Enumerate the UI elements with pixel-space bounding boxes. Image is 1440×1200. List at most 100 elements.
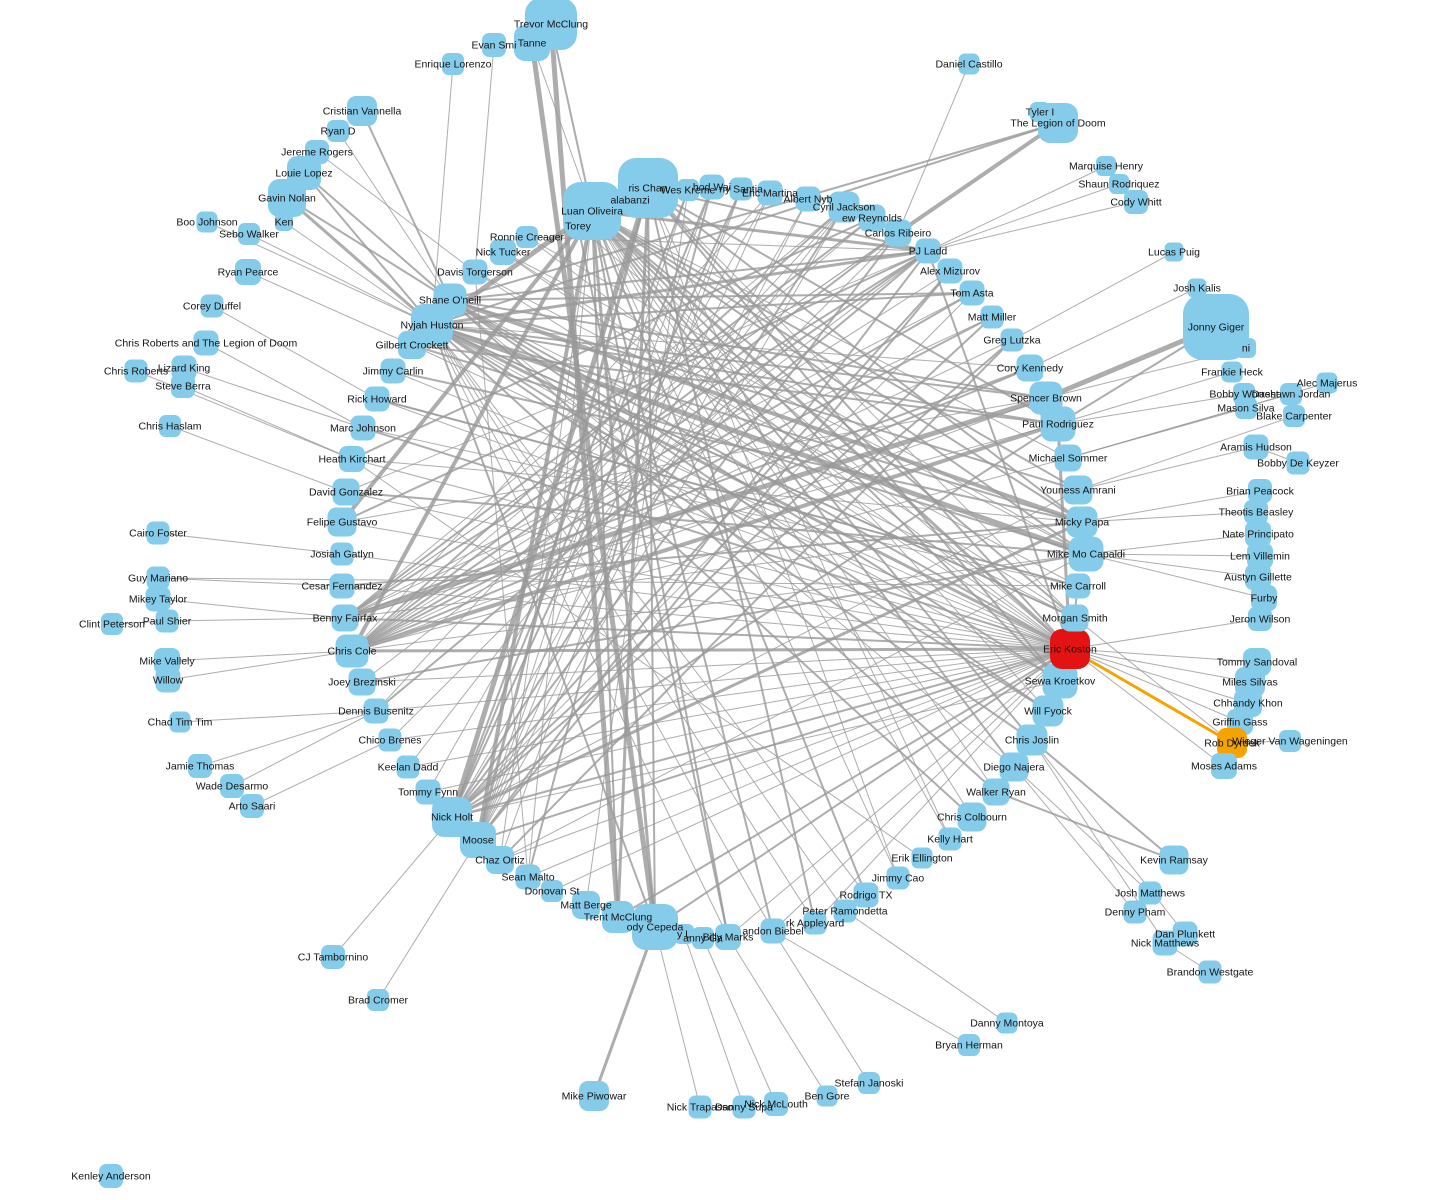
node-trent-mcclung[interactable] <box>602 901 634 933</box>
node-albert-nyb[interactable] <box>795 186 821 212</box>
node-gavin-nolan[interactable] <box>268 179 306 217</box>
node-dan-plunkett[interactable] <box>1172 921 1198 947</box>
node-anny-ga[interactable] <box>692 927 714 949</box>
node-mike-carroll[interactable] <box>1065 573 1091 599</box>
node-cyril-jackson[interactable] <box>828 191 860 223</box>
node-enrique-lorenzo[interactable] <box>442 53 464 75</box>
node-chad-tim-tim[interactable] <box>169 711 191 733</box>
node-rk-appleyard[interactable] <box>803 911 827 935</box>
node-eric-martina[interactable] <box>757 180 783 206</box>
node-nick-matthews[interactable] <box>1152 930 1178 956</box>
node-alec-majerus[interactable] <box>1316 372 1338 394</box>
node-joey-brezinski[interactable] <box>348 668 376 696</box>
node-jimmy-carlin[interactable] <box>380 358 406 384</box>
node-mike-piwowar[interactable] <box>579 1081 609 1111</box>
node-chris-colbourn[interactable] <box>957 802 987 832</box>
node-paul-rodriguez[interactable] <box>1040 406 1076 442</box>
node-cairo-foster[interactable] <box>146 521 170 545</box>
node-mikey-taylor[interactable] <box>145 586 171 612</box>
node-kenley-anderson[interactable] <box>99 1164 123 1188</box>
node-willow[interactable] <box>155 667 181 693</box>
node-walker-ryan[interactable] <box>982 778 1010 806</box>
node-rick-howard[interactable] <box>364 386 390 412</box>
node-ronnie-creager[interactable] <box>516 226 538 248</box>
node-michael-sommer[interactable] <box>1054 444 1082 472</box>
node-stefan-janoski[interactable] <box>858 1072 880 1094</box>
node-steve-berra[interactable] <box>171 374 195 398</box>
node-lucas-puig[interactable] <box>1164 242 1184 262</box>
node-ody-cepeda[interactable] <box>632 904 678 950</box>
node-moose[interactable] <box>460 822 496 858</box>
node-guy-mariano[interactable] <box>146 566 170 590</box>
node-chris-haslam[interactable] <box>159 415 181 437</box>
node-mike-vallely[interactable] <box>154 648 180 674</box>
node-brad-cromer[interactable] <box>367 989 389 1011</box>
node-keelan-dadd[interactable] <box>396 755 420 779</box>
node-luan-oliveira[interactable] <box>563 182 621 240</box>
node-davis-torgerson[interactable] <box>462 259 488 285</box>
node-daniel-castillo[interactable] <box>958 53 980 75</box>
node-wade-desarmo[interactable] <box>220 774 244 798</box>
node-billy-marks[interactable] <box>715 924 741 950</box>
node-greg-lutzka[interactable] <box>1000 328 1024 352</box>
node-alex-mizurov[interactable] <box>937 258 963 284</box>
node-ny-santia[interactable] <box>729 177 753 201</box>
node-ryan-d[interactable] <box>327 120 349 142</box>
node-cristian-vannella[interactable] <box>347 96 377 126</box>
node-morgan-smith[interactable] <box>1061 604 1089 632</box>
node-jamie-thomas[interactable] <box>188 754 212 778</box>
node-the-legion-of-doom[interactable] <box>1038 103 1078 143</box>
node-sewa-kroetkov[interactable] <box>1042 663 1078 699</box>
node-y-l[interactable] <box>674 924 694 944</box>
node-ris-chan[interactable] <box>618 158 678 218</box>
node-marquise-henry[interactable] <box>1096 156 1116 176</box>
node-bryan-herman[interactable] <box>958 1034 980 1056</box>
node-kelly-hart[interactable] <box>938 827 962 851</box>
node-erik-ellington[interactable] <box>911 847 933 869</box>
node-heath-kirchart[interactable] <box>339 446 365 472</box>
node-ken[interactable] <box>275 213 293 231</box>
node-cody-whitt[interactable] <box>1124 190 1148 214</box>
node-cory-kennedy[interactable] <box>1016 354 1044 382</box>
node-spencer-brown[interactable] <box>1029 381 1063 415</box>
node-cesar-fernandez[interactable] <box>329 573 355 599</box>
node-frankie-heck[interactable] <box>1221 361 1243 383</box>
node-chris-roberts[interactable] <box>124 359 148 383</box>
node-marc-johnson[interactable] <box>350 415 376 441</box>
node-wieger-van-wageningen[interactable] <box>1279 730 1301 752</box>
node-chico-brenes[interactable] <box>378 728 402 752</box>
node-carlos-ribeiro[interactable] <box>884 219 912 247</box>
node-matt-berge[interactable] <box>572 891 600 919</box>
node-arto-saari[interactable] <box>240 794 264 818</box>
node-danny-montoya[interactable] <box>996 1012 1018 1034</box>
node-lem-villemin[interactable] <box>1247 543 1273 569</box>
node-matt-miller[interactable] <box>980 305 1004 329</box>
node-trevor-mcclung[interactable] <box>525 0 577 50</box>
node-shaun-rodriquez[interactable] <box>1109 174 1129 194</box>
node-tom-asta[interactable] <box>959 280 985 306</box>
node-theotis-beasley[interactable] <box>1244 500 1268 524</box>
node-chris-roberts-and-the-legion-of-doom[interactable] <box>193 330 219 356</box>
node-ryan-pearce[interactable] <box>235 259 261 285</box>
node-david-gonzalez[interactable] <box>332 478 360 506</box>
node-chris-joslin[interactable] <box>1016 724 1048 756</box>
node-moses-adams[interactable] <box>1211 753 1237 779</box>
node-mason-silva[interactable] <box>1235 397 1257 419</box>
node-evan-smi[interactable] <box>482 33 506 57</box>
node-mike-mo-capaldi[interactable] <box>1068 536 1104 572</box>
node-clint-peterson[interactable] <box>101 613 123 635</box>
node-andon-biebel[interactable] <box>760 918 786 944</box>
node-eric-koston[interactable] <box>1050 629 1090 669</box>
node-blake-carpenter[interactable] <box>1283 405 1305 427</box>
node-nick-tucker[interactable] <box>490 239 516 265</box>
node-brian-peacock[interactable] <box>1248 479 1272 503</box>
node-pj-ladd[interactable] <box>915 238 941 264</box>
node-cj-tambornino[interactable] <box>321 945 345 969</box>
node-nate-principato[interactable] <box>1245 521 1271 547</box>
node-donovan-st[interactable] <box>541 880 563 902</box>
node-hod-wai[interactable] <box>699 174 725 200</box>
node-peter-ramondetta[interactable] <box>833 899 857 923</box>
node-tommy-fynn[interactable] <box>415 779 441 805</box>
node-kevin-ramsay[interactable] <box>1159 845 1189 875</box>
node-ew-reynolds[interactable] <box>858 204 886 232</box>
